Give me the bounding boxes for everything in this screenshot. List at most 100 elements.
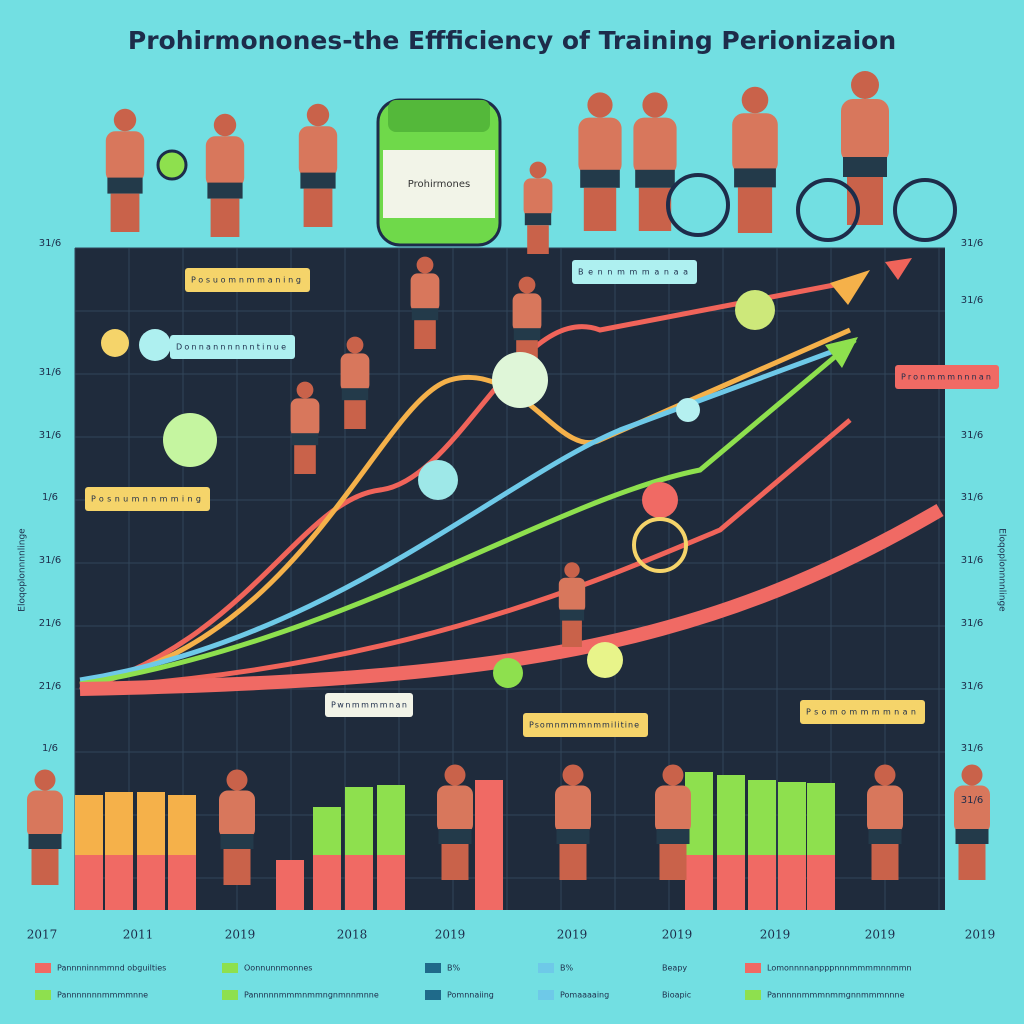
figure-body	[523, 178, 553, 217]
figure-shorts	[107, 177, 143, 194]
y-label-left: 21/6	[39, 681, 61, 692]
annotation: Psomommmmnan	[806, 708, 916, 717]
node	[493, 658, 523, 688]
legend-swatch	[222, 963, 238, 973]
figure-shorts	[955, 829, 989, 844]
arrow-head	[885, 258, 912, 280]
legend-label: Pannnnnmmmnmmgnnmmmnnne	[767, 991, 905, 1000]
figure-legs	[294, 445, 316, 474]
bar-lower	[717, 855, 745, 910]
figure-body	[655, 785, 691, 834]
legend-swatch	[745, 990, 761, 1000]
figure-legs	[583, 187, 617, 231]
annotation-box	[572, 260, 697, 284]
figure-shorts	[28, 834, 62, 849]
arrow-head	[830, 270, 870, 305]
bar-lower	[137, 855, 165, 910]
figure-body	[205, 136, 245, 188]
figure-head	[587, 92, 613, 118]
annotation: Bennmmmanaa	[578, 268, 688, 277]
figure-shorts	[635, 169, 675, 188]
figure-head	[741, 86, 769, 114]
x-label: 2019	[225, 928, 256, 942]
figure-legs	[737, 187, 773, 233]
figure-legs	[638, 187, 672, 231]
figure-shorts	[559, 609, 585, 621]
figures	[27, 71, 990, 885]
y-label-left: 1/6	[42, 743, 58, 754]
figure-legs	[562, 620, 582, 647]
legend-swatch	[35, 963, 51, 973]
legend-label: Oonnunnmonnes	[244, 964, 312, 973]
figure-shorts	[220, 834, 254, 849]
legend-label: B%	[447, 964, 460, 973]
figure-body	[954, 785, 990, 834]
figure-head	[296, 381, 314, 399]
figure-shorts	[207, 182, 243, 199]
annotation-box	[325, 693, 413, 717]
figure-head	[416, 256, 434, 274]
x-label: 2011	[123, 928, 154, 942]
figure-body	[841, 99, 889, 163]
node	[418, 460, 458, 500]
y-label-right: 31/6	[961, 430, 983, 441]
jar-label: Prohirmones	[408, 179, 470, 190]
figure-legs	[871, 844, 899, 880]
figure-head	[851, 71, 879, 99]
node	[735, 290, 775, 330]
legend-label: Pannnnnmmmnmmngnmnnmnne	[244, 991, 379, 1000]
node	[587, 642, 623, 678]
y-label-right: 31/6	[961, 295, 983, 306]
figure-head	[306, 103, 330, 127]
legend-label: Pomaaaaing	[560, 991, 609, 1000]
bar-lower	[105, 855, 133, 910]
figure-shorts	[411, 308, 439, 321]
bar-lower	[685, 855, 713, 910]
arrow-head	[825, 337, 858, 368]
bar-lower	[168, 855, 196, 910]
figure-shorts	[524, 213, 552, 226]
figure-head	[961, 764, 983, 786]
figure-legs	[958, 844, 986, 880]
annotation-box	[523, 713, 648, 737]
bar-lower	[377, 855, 405, 910]
figure-body	[558, 577, 586, 613]
x-label: 2017	[27, 928, 58, 942]
figure-shorts	[300, 172, 336, 189]
figure-legs	[527, 225, 549, 254]
bar-lower	[778, 855, 806, 910]
figure-shorts	[291, 433, 319, 446]
legend-label: B%	[560, 964, 573, 973]
legend-swatch	[538, 963, 554, 973]
figure-shorts	[556, 829, 590, 844]
y-label-left: 1/6	[42, 492, 58, 503]
legend-swatch	[745, 963, 761, 973]
node	[492, 352, 548, 408]
x-label: 2019	[865, 928, 896, 942]
figure-head	[213, 113, 237, 137]
bar-lower	[748, 855, 776, 910]
figure-body	[410, 273, 440, 312]
figure-head	[662, 764, 684, 786]
annotation-box	[85, 487, 210, 511]
figure-body	[867, 785, 903, 834]
bar-lower	[75, 855, 103, 910]
figure-legs	[31, 849, 59, 885]
figure-legs	[344, 400, 366, 429]
figure-body	[633, 117, 677, 176]
legend-label: Pomnnaiing	[447, 991, 494, 1000]
annotation: Psomnmmmnmmilitine	[529, 721, 639, 730]
figure-shorts	[438, 829, 472, 844]
plate	[156, 149, 188, 181]
y-label-left: 31/6	[39, 555, 61, 566]
figure-head	[642, 92, 668, 118]
legend-swatch	[425, 990, 441, 1000]
node	[632, 517, 688, 573]
figure-head	[518, 276, 536, 294]
figure-legs	[303, 188, 333, 227]
annotation: Posuomnmmaning	[191, 276, 301, 285]
figure-legs	[659, 844, 687, 880]
legend-swatch	[640, 990, 656, 1000]
figure-body	[340, 353, 370, 392]
